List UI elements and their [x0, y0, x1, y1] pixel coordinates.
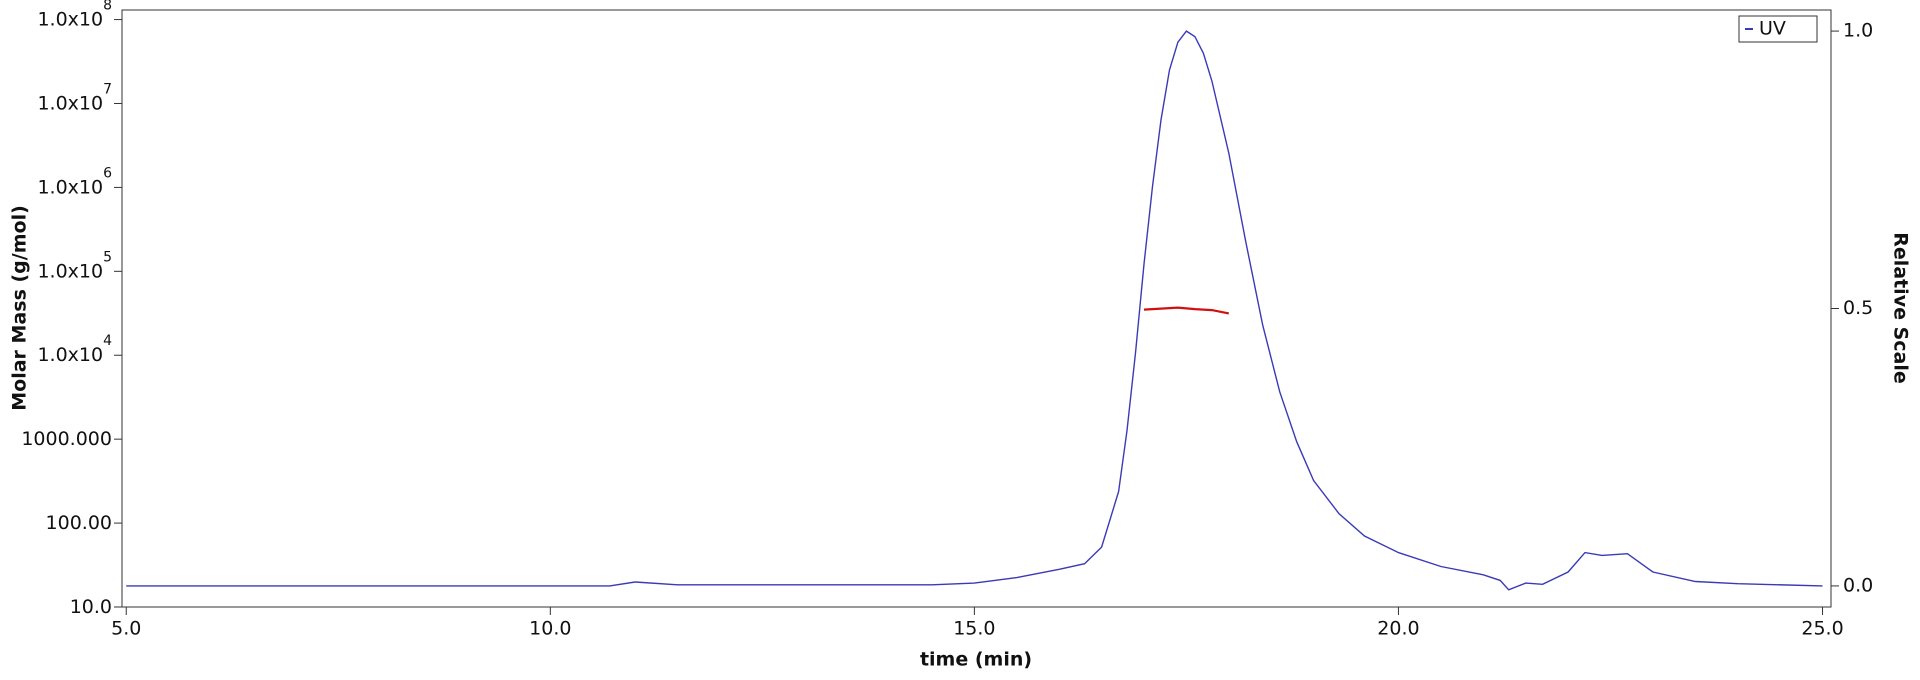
y-tick-label: 1.0x104: [37, 333, 112, 366]
y-tick-mantissa: 1.0x10: [37, 344, 103, 366]
x-axis-label: time (min): [920, 649, 1032, 671]
y-tick-label: 10.0: [70, 596, 112, 618]
x-tick-label: 25.0: [1801, 618, 1843, 640]
legend-label: UV: [1759, 18, 1786, 40]
y2-tick-label: 0.5: [1843, 297, 1873, 319]
x-tick-label: 15.0: [953, 618, 995, 640]
y-tick-exponent: 7: [103, 81, 112, 97]
y2-tick-label: 1.0: [1843, 20, 1873, 42]
plot-frame: [121, 9, 1832, 608]
y-tick-label: 1000.000: [21, 428, 112, 450]
y-tick-label: 100.00: [46, 512, 112, 534]
y-tick-exponent: 5: [103, 249, 112, 265]
y-tick-label: 1.0x107: [37, 81, 112, 114]
y-tick-exponent: 4: [103, 333, 112, 349]
series-line: [1143, 306, 1230, 315]
x-tick-label: 5.0: [111, 618, 141, 640]
y-tick-mantissa: 1000.000: [21, 428, 112, 450]
y-tick-mantissa: 10.0: [70, 596, 112, 618]
y-tick-label: 1.0x106: [37, 165, 112, 198]
y2-axis-label: Relative Scale: [1890, 232, 1912, 384]
series-line: [126, 30, 1823, 591]
y-tick-mantissa: 1.0x10: [37, 260, 103, 282]
y2-tick-label: 0.0: [1843, 574, 1873, 596]
y-tick-mantissa: 1.0x10: [37, 176, 103, 198]
y-tick-mantissa: 1.0x10: [37, 8, 103, 30]
y-tick-exponent: 6: [103, 165, 112, 181]
y-tick-mantissa: 100.00: [46, 512, 112, 534]
y-tick-label: 1.0x105: [37, 249, 112, 282]
x-tick-label: 10.0: [529, 618, 571, 640]
y-tick-mantissa: 1.0x10: [37, 92, 103, 114]
y-tick-label: 1.0x108: [37, 0, 112, 30]
x-tick-label: 20.0: [1377, 618, 1419, 640]
y-axis-label: Molar Mass (g/mol): [9, 205, 31, 411]
y-tick-exponent: 8: [103, 0, 112, 14]
